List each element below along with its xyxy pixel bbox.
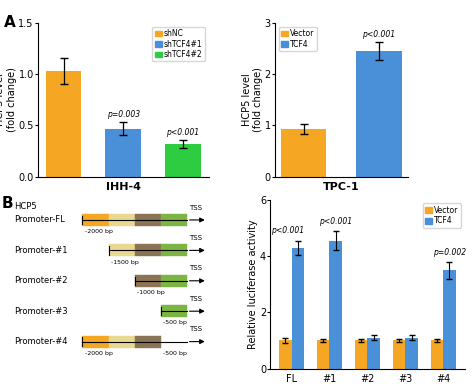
Legend: Vector, TCF4: Vector, TCF4 — [279, 27, 317, 51]
Text: -2000 bp: -2000 bp — [84, 229, 112, 234]
Text: TSS: TSS — [189, 235, 202, 241]
Bar — [367, 338, 380, 369]
Bar — [443, 270, 456, 369]
Text: -500 bp: -500 bp — [163, 351, 187, 356]
Bar — [82, 214, 109, 226]
Bar — [135, 336, 161, 348]
Bar — [405, 338, 418, 369]
Text: TSS: TSS — [189, 265, 202, 271]
Text: -1000 bp: -1000 bp — [137, 290, 164, 295]
Legend: shNC, shTCF4#1, shTCF4#2: shNC, shTCF4#1, shTCF4#2 — [152, 27, 205, 61]
Bar — [431, 341, 443, 369]
Bar — [161, 305, 187, 317]
Text: Promoter-FL: Promoter-FL — [14, 215, 64, 225]
Bar — [135, 214, 161, 226]
Bar — [317, 341, 329, 369]
Text: Promoter-#3: Promoter-#3 — [14, 307, 67, 316]
Y-axis label: HCP5 level
(fold change): HCP5 level (fold change) — [242, 68, 263, 132]
Bar — [82, 336, 109, 348]
Bar — [393, 341, 405, 369]
Text: Promoter-#2: Promoter-#2 — [14, 276, 67, 285]
Text: TSS: TSS — [189, 296, 202, 302]
Text: A: A — [4, 15, 16, 30]
Text: p<0.001: p<0.001 — [271, 227, 304, 235]
Text: HCP5: HCP5 — [14, 202, 36, 211]
Text: -2000 bp: -2000 bp — [84, 351, 112, 356]
Bar — [105, 129, 141, 177]
X-axis label: TPC-1: TPC-1 — [323, 182, 360, 192]
Text: p<0.001: p<0.001 — [319, 217, 352, 225]
Bar — [109, 214, 135, 226]
Bar — [356, 51, 401, 177]
Bar — [355, 341, 367, 369]
Text: -1500 bp: -1500 bp — [110, 260, 138, 265]
Y-axis label: Relative luciferase activity: Relative luciferase activity — [248, 219, 258, 349]
Text: Promoter-#4: Promoter-#4 — [14, 337, 67, 346]
Bar — [165, 144, 201, 177]
Bar — [161, 275, 187, 287]
Bar — [109, 245, 135, 256]
Text: Promoter-#1: Promoter-#1 — [14, 246, 67, 255]
Bar — [161, 245, 187, 256]
Y-axis label: HCP5 level
(fold change): HCP5 level (fold change) — [0, 68, 17, 132]
Bar — [279, 341, 292, 369]
Text: p<0.001: p<0.001 — [166, 128, 200, 137]
Bar — [329, 240, 342, 369]
Bar — [281, 129, 326, 177]
Text: B: B — [1, 196, 13, 211]
Legend: Vector, TCF4: Vector, TCF4 — [423, 204, 461, 228]
Text: -500 bp: -500 bp — [163, 321, 187, 326]
Bar — [109, 336, 135, 348]
Text: p<0.001: p<0.001 — [363, 30, 395, 39]
Text: TSS: TSS — [189, 326, 202, 332]
Text: p=0.002: p=0.002 — [433, 248, 466, 257]
Bar — [161, 214, 187, 226]
Bar — [46, 71, 82, 177]
Text: p=0.003: p=0.003 — [107, 110, 140, 119]
Bar — [135, 275, 161, 287]
X-axis label: IHH-4: IHH-4 — [106, 182, 141, 192]
Text: TSS: TSS — [189, 205, 202, 211]
Bar — [135, 245, 161, 256]
Bar — [292, 248, 304, 369]
